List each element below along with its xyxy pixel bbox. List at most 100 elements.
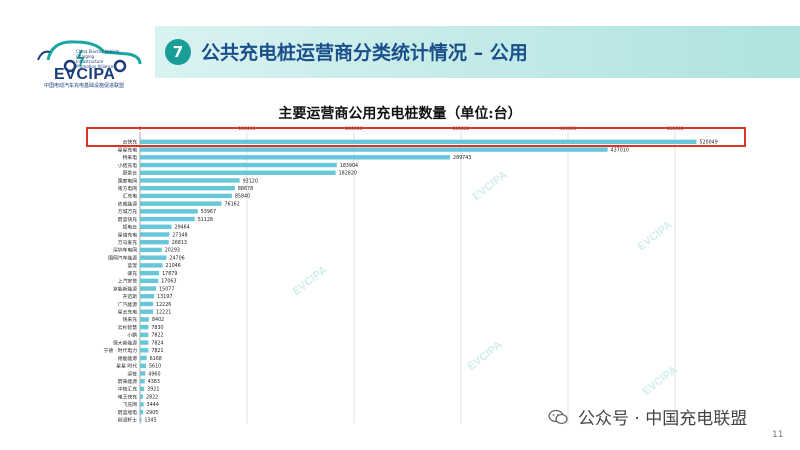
data-label: 8402 bbox=[152, 317, 164, 323]
category-label: 国网汽车能源 bbox=[108, 254, 137, 261]
bar bbox=[140, 294, 155, 299]
bar bbox=[140, 355, 147, 361]
x-tick-label: 100000 bbox=[238, 126, 255, 132]
category-label: 万马爱充 bbox=[118, 239, 137, 246]
logo-subtitle: China Electric Vehicle Charging Infrastr… bbox=[76, 49, 120, 69]
logo-name: EVCIPA bbox=[54, 66, 116, 83]
bar bbox=[140, 201, 222, 206]
bar bbox=[140, 185, 235, 191]
footer-account: 公众号 · 中国充电联盟 bbox=[548, 404, 747, 429]
data-label: 51128 bbox=[198, 217, 213, 223]
bar bbox=[140, 402, 144, 407]
data-label: 12226 bbox=[156, 302, 171, 308]
bar bbox=[140, 278, 159, 284]
bar bbox=[140, 301, 154, 307]
data-label: 4960 bbox=[148, 371, 160, 377]
x-tick-label: 500000 bbox=[666, 126, 683, 132]
page-title: 公共充电桩运营商分类统计情况 – 公用 bbox=[201, 42, 528, 64]
category-label: 快来充 bbox=[123, 316, 138, 323]
category-label: 特来电 bbox=[123, 154, 138, 161]
data-label: 183904 bbox=[340, 163, 358, 169]
category-label: 蔚景云 bbox=[123, 170, 138, 177]
data-label: 289743 bbox=[453, 155, 471, 161]
category-label: 电王快充 bbox=[118, 393, 137, 400]
bar bbox=[140, 139, 697, 145]
bar bbox=[140, 340, 149, 345]
data-label: 7821 bbox=[151, 348, 163, 354]
data-label: 93120 bbox=[243, 178, 258, 184]
data-label: 13197 bbox=[157, 294, 172, 300]
category-label: 深圳车电网 bbox=[113, 247, 137, 254]
data-label: 29464 bbox=[175, 225, 190, 231]
data-label: 7822 bbox=[151, 333, 163, 339]
category-label: 飞充网 bbox=[123, 401, 138, 408]
bar bbox=[140, 263, 163, 268]
data-label: 17063 bbox=[161, 279, 176, 285]
page-number: 11 bbox=[772, 430, 784, 440]
footer-text: 公众号 · 中国充电联盟 bbox=[578, 409, 748, 429]
data-label: 1345 bbox=[144, 418, 156, 424]
data-label: 2905 bbox=[146, 410, 158, 416]
category-label: 宁德 · 时代电力 bbox=[104, 347, 138, 354]
category-label: 蔚蓝旭电 bbox=[118, 409, 137, 416]
category-label: 蓝宠 bbox=[127, 262, 137, 269]
bar bbox=[140, 394, 144, 399]
category-label: 小桔充电 bbox=[118, 162, 137, 169]
category-label: 恒大新能源 bbox=[113, 339, 137, 346]
data-label: 3444 bbox=[147, 402, 159, 408]
bar bbox=[140, 247, 162, 253]
category-label: 德能能源 bbox=[118, 355, 137, 362]
category-label: 云杉智慧 bbox=[118, 324, 137, 331]
header-banner: 7 公共充电桩运营商分类统计情况 – 公用 bbox=[155, 26, 800, 78]
category-label: 上汽安悦 bbox=[118, 278, 137, 285]
bar bbox=[140, 363, 147, 368]
data-label: 2822 bbox=[146, 394, 158, 400]
x-tick-label: 0 bbox=[139, 126, 142, 132]
bar bbox=[140, 209, 198, 214]
category-label: 广汽能源 bbox=[118, 301, 137, 308]
data-label: 7824 bbox=[151, 340, 163, 346]
wechat-icon bbox=[548, 409, 568, 424]
category-label: 云快充 bbox=[123, 139, 138, 146]
category-label: 南方电网 bbox=[118, 185, 137, 192]
bar bbox=[140, 270, 160, 276]
data-label: 85840 bbox=[235, 194, 250, 200]
data-label: 21046 bbox=[166, 263, 181, 269]
category-label: 逗桩 bbox=[127, 370, 137, 377]
category-label: 万城万充 bbox=[118, 208, 137, 215]
bar bbox=[140, 155, 451, 160]
data-label: 3921 bbox=[147, 387, 159, 393]
bar bbox=[140, 178, 240, 183]
bar bbox=[140, 240, 169, 245]
data-label: 5610 bbox=[149, 364, 161, 370]
data-label: 24706 bbox=[169, 255, 184, 261]
bar bbox=[140, 255, 167, 260]
category-label: 国家电网 bbox=[118, 177, 137, 184]
category-label: 汇充电 bbox=[123, 193, 138, 200]
bar bbox=[140, 286, 157, 291]
x-tick-label: 400000 bbox=[559, 126, 576, 132]
x-tick-label: 200000 bbox=[345, 126, 362, 132]
bar bbox=[140, 378, 145, 384]
category-label: 星络充电 bbox=[118, 231, 137, 238]
highlight-box bbox=[86, 127, 746, 147]
category-label: 小鹏 bbox=[127, 332, 137, 339]
category-label: 顾润轩士 bbox=[118, 417, 137, 424]
category-label: 驿充 bbox=[127, 270, 137, 277]
data-label: 182820 bbox=[339, 171, 357, 177]
category-label: 如电云 bbox=[123, 224, 138, 231]
bar bbox=[140, 324, 149, 330]
category-label: 蔚蓝快充 bbox=[118, 216, 137, 223]
data-label: 53967 bbox=[201, 209, 216, 215]
bar bbox=[140, 224, 172, 229]
bar bbox=[140, 162, 337, 168]
bar bbox=[140, 417, 142, 422]
category-label: 星星充电 bbox=[118, 146, 137, 153]
category-label: 中核汇充 bbox=[118, 386, 137, 393]
logo-chinese-name: 中国电动汽车充电基础设施促进联盟 bbox=[44, 83, 125, 89]
data-label: 15077 bbox=[159, 286, 174, 292]
data-label: 20293 bbox=[165, 248, 180, 254]
data-label: 26813 bbox=[172, 240, 187, 246]
category-label: 依威能源 bbox=[118, 200, 137, 207]
data-label: 520049 bbox=[699, 140, 717, 146]
